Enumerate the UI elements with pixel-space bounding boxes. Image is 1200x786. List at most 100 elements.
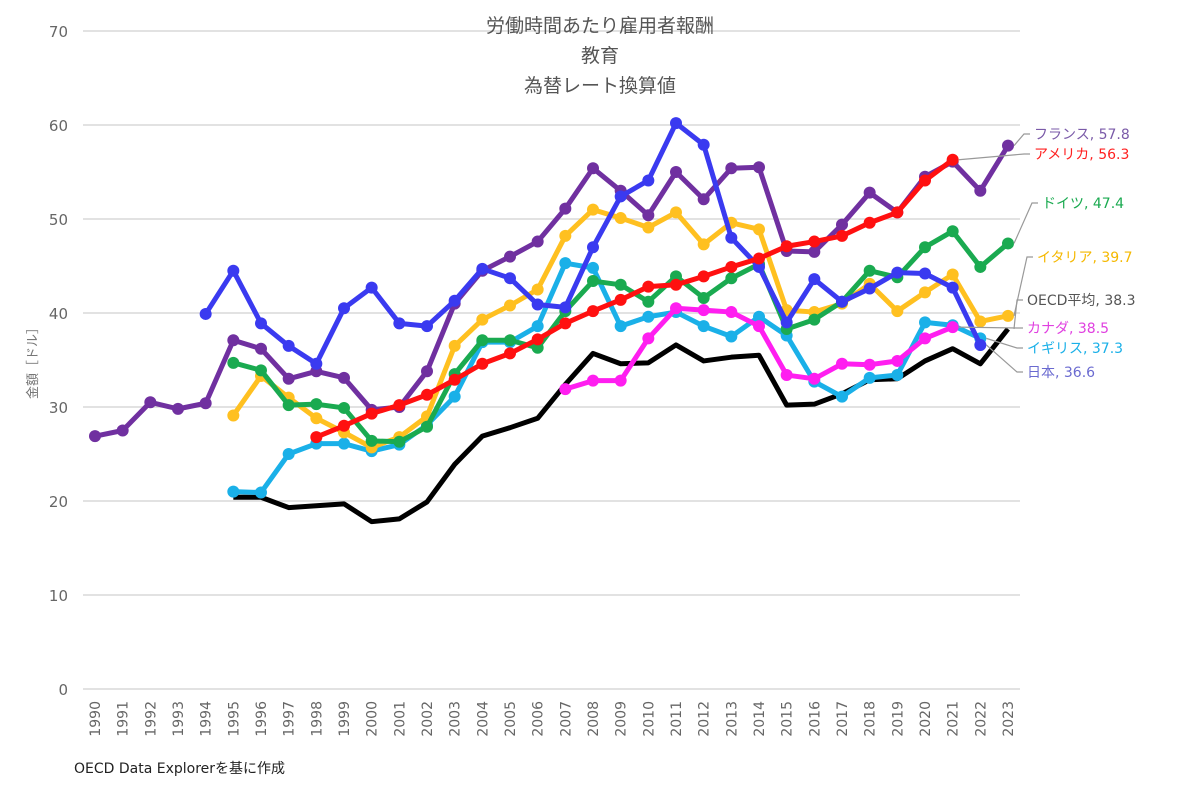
data-point-日本: [753, 260, 765, 273]
data-point-イギリス: [753, 310, 765, 323]
data-point-アメリカ: [946, 153, 959, 166]
x-tick-label: 2021: [946, 701, 962, 737]
data-point-日本: [199, 307, 212, 320]
data-point-日本: [504, 272, 516, 285]
data-point-フランス: [670, 166, 682, 178]
series-label-フランス: フランス, 57.8: [1034, 127, 1130, 143]
chart-title-line-2: 教育: [581, 45, 619, 67]
y-tick-label: 70: [49, 23, 68, 41]
data-point-フランス: [227, 334, 240, 347]
data-point-ドイツ: [725, 272, 738, 285]
data-point-日本: [946, 281, 959, 294]
data-point-日本: [393, 317, 406, 330]
data-point-アメリカ: [393, 399, 406, 412]
series-label-ドイツ: ドイツ, 47.4: [1042, 196, 1124, 212]
x-tick-label: 2012: [697, 701, 713, 737]
data-point-イギリス: [255, 486, 267, 499]
x-tick-label: 1993: [171, 701, 187, 737]
data-point-アメリカ: [587, 305, 599, 318]
data-point-フランス: [338, 371, 350, 384]
data-point-イタリア: [227, 409, 240, 422]
data-point-フランス: [642, 209, 655, 222]
data-point-アメリカ: [725, 260, 738, 273]
x-tick-label: 1997: [282, 701, 298, 737]
data-point-日本: [697, 138, 710, 151]
x-tick-label: 1996: [254, 701, 270, 737]
data-point-日本: [863, 282, 876, 295]
data-point-イギリス: [863, 371, 876, 384]
leader-line: [958, 153, 1030, 161]
data-point-日本: [227, 264, 240, 277]
data-point-フランス: [255, 342, 267, 355]
data-point-イギリス: [614, 320, 627, 333]
data-point-アメリカ: [808, 235, 821, 248]
data-point-日本: [808, 273, 821, 286]
x-tick-label: 2015: [780, 701, 796, 737]
data-point-アメリカ: [531, 333, 544, 346]
data-point-ドイツ: [338, 401, 350, 414]
data-point-ドイツ: [974, 260, 987, 273]
data-point-日本: [365, 281, 378, 294]
data-point-アメリカ: [310, 431, 323, 444]
data-point-ドイツ: [670, 270, 682, 283]
series-labels: OECD平均, 38.3 イギリス, 37.3 カナダ, 38.5 イタリア, 39.…: [958, 127, 1136, 381]
data-point-ドイツ: [614, 278, 627, 291]
data-point-アメリカ: [642, 280, 655, 293]
data-point-フランス: [559, 202, 572, 215]
series-label-イギリス: イギリス, 37.3: [1027, 341, 1123, 357]
data-point-フランス: [89, 430, 101, 443]
data-point-フランス: [587, 162, 599, 175]
data-point-アメリカ: [421, 388, 433, 401]
data-point-ドイツ: [531, 341, 544, 354]
y-tick-label: 20: [49, 493, 68, 511]
data-point-イギリス: [227, 485, 240, 498]
data-point-アメリカ: [780, 240, 793, 253]
leader-line: [1013, 202, 1038, 244]
x-tick-label: 2023: [1001, 701, 1017, 737]
data-point-日本: [836, 295, 848, 308]
data-point-イタリア: [642, 221, 655, 234]
y-tick-label: 50: [49, 211, 68, 229]
data-point-日本: [559, 301, 572, 314]
data-point-フランス: [1002, 139, 1014, 152]
data-point-イタリア: [587, 203, 599, 216]
data-point-イギリス: [338, 437, 350, 450]
x-tick-label: 2011: [669, 701, 685, 737]
data-point-フランス: [836, 218, 848, 231]
x-tick-label: 1994: [199, 701, 215, 737]
data-point-イタリア: [559, 229, 572, 242]
data-point-日本: [614, 190, 627, 203]
data-point-日本: [531, 298, 544, 311]
data-point-イギリス: [531, 320, 544, 333]
data-point-イギリス: [642, 310, 655, 323]
data-point-フランス: [863, 186, 876, 199]
data-point-イタリア: [753, 223, 765, 236]
leader-line: [1013, 299, 1023, 330]
data-point-カナダ: [697, 304, 710, 317]
series-label-日本: 日本, 36.6: [1027, 365, 1095, 381]
data-point-アメリカ: [670, 278, 682, 291]
x-tick-label: 2014: [752, 701, 768, 737]
y-tick-label: 60: [49, 117, 68, 135]
leader-line: [1013, 133, 1030, 147]
data-point-ドイツ: [421, 420, 433, 433]
data-point-フランス: [282, 372, 295, 385]
data-point-イタリア: [531, 283, 544, 296]
data-point-日本: [310, 357, 323, 370]
data-point-ドイツ: [310, 398, 323, 411]
data-point-ドイツ: [808, 313, 821, 326]
data-point-ドイツ: [1002, 237, 1014, 250]
x-tick-label: 2019: [890, 701, 906, 737]
x-tick-label: 2001: [392, 701, 408, 737]
y-tick-label: 40: [49, 305, 68, 323]
x-tick-label: 2004: [475, 701, 491, 737]
data-point-日本: [448, 294, 461, 307]
data-point-イタリア: [504, 299, 516, 312]
data-point-日本: [642, 174, 655, 187]
source-note: OECD Data Explorerを基に作成: [74, 760, 285, 777]
data-point-カナダ: [919, 332, 931, 345]
leader-line: [986, 337, 1023, 349]
x-tick-label: 2016: [807, 701, 823, 737]
data-point-ドイツ: [255, 364, 267, 377]
